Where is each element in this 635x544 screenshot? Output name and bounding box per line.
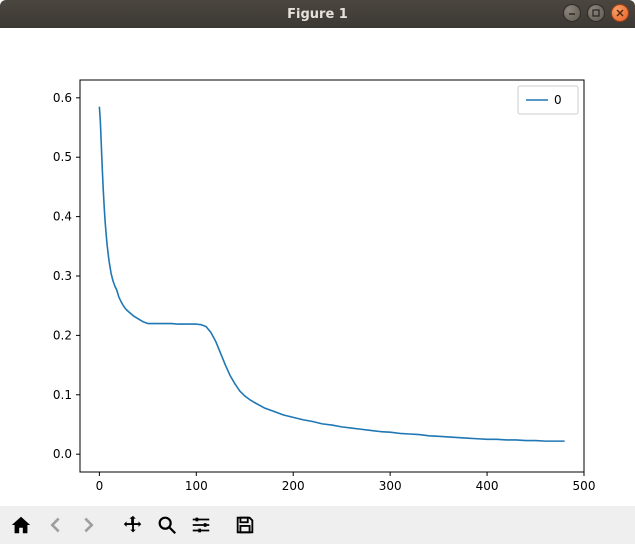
sliders-icon	[190, 514, 212, 536]
plot-area[interactable]: 0 100 200 300 400 500 0.0 0.1 0.2 0.3 0.4 0.5 0.6 0	[0, 28, 635, 505]
window-title: Figure 1	[0, 7, 635, 22]
svg-text:0.3: 0.3	[53, 269, 72, 283]
svg-text:0: 0	[554, 93, 562, 107]
svg-text:100: 100	[185, 479, 208, 493]
window-controls	[563, 4, 629, 22]
svg-text:0: 0	[96, 479, 104, 493]
svg-text:500: 500	[573, 479, 596, 493]
zoom-button[interactable]	[152, 510, 182, 540]
svg-text:0.4: 0.4	[53, 210, 72, 224]
home-icon	[10, 514, 32, 536]
svg-text:0.0: 0.0	[53, 447, 72, 461]
save-icon	[234, 514, 256, 536]
svg-text:0.5: 0.5	[53, 150, 72, 164]
svg-text:400: 400	[476, 479, 499, 493]
zoom-icon	[156, 514, 178, 536]
svg-text:300: 300	[379, 479, 402, 493]
svg-text:0.1: 0.1	[53, 388, 72, 402]
window-close-button[interactable]	[611, 4, 629, 22]
arrow-right-icon	[78, 514, 100, 536]
svg-text:200: 200	[282, 479, 305, 493]
save-button[interactable]	[230, 510, 260, 540]
arrow-left-icon	[44, 514, 66, 536]
svg-text:0.6: 0.6	[53, 91, 72, 105]
plot-svg: 0 100 200 300 400 500 0.0 0.1 0.2 0.3 0.4 0.5 0.6 0	[0, 28, 635, 506]
forward-button[interactable]	[74, 510, 104, 540]
move-icon	[122, 514, 144, 536]
home-button[interactable]	[6, 510, 36, 540]
svg-text:0.2: 0.2	[53, 328, 72, 342]
window-titlebar[interactable]: Figure 1	[0, 0, 635, 28]
pan-button[interactable]	[118, 510, 148, 540]
back-button[interactable]	[40, 510, 70, 540]
window-maximize-button[interactable]	[587, 4, 605, 22]
figure-window: Figure 1 0 100 200 300 400 500 0.0 0.1 0.2 0.3 0.4…	[0, 0, 635, 544]
configure-button[interactable]	[186, 510, 216, 540]
window-minimize-button[interactable]	[563, 4, 581, 22]
matplotlib-toolbar	[0, 505, 635, 544]
